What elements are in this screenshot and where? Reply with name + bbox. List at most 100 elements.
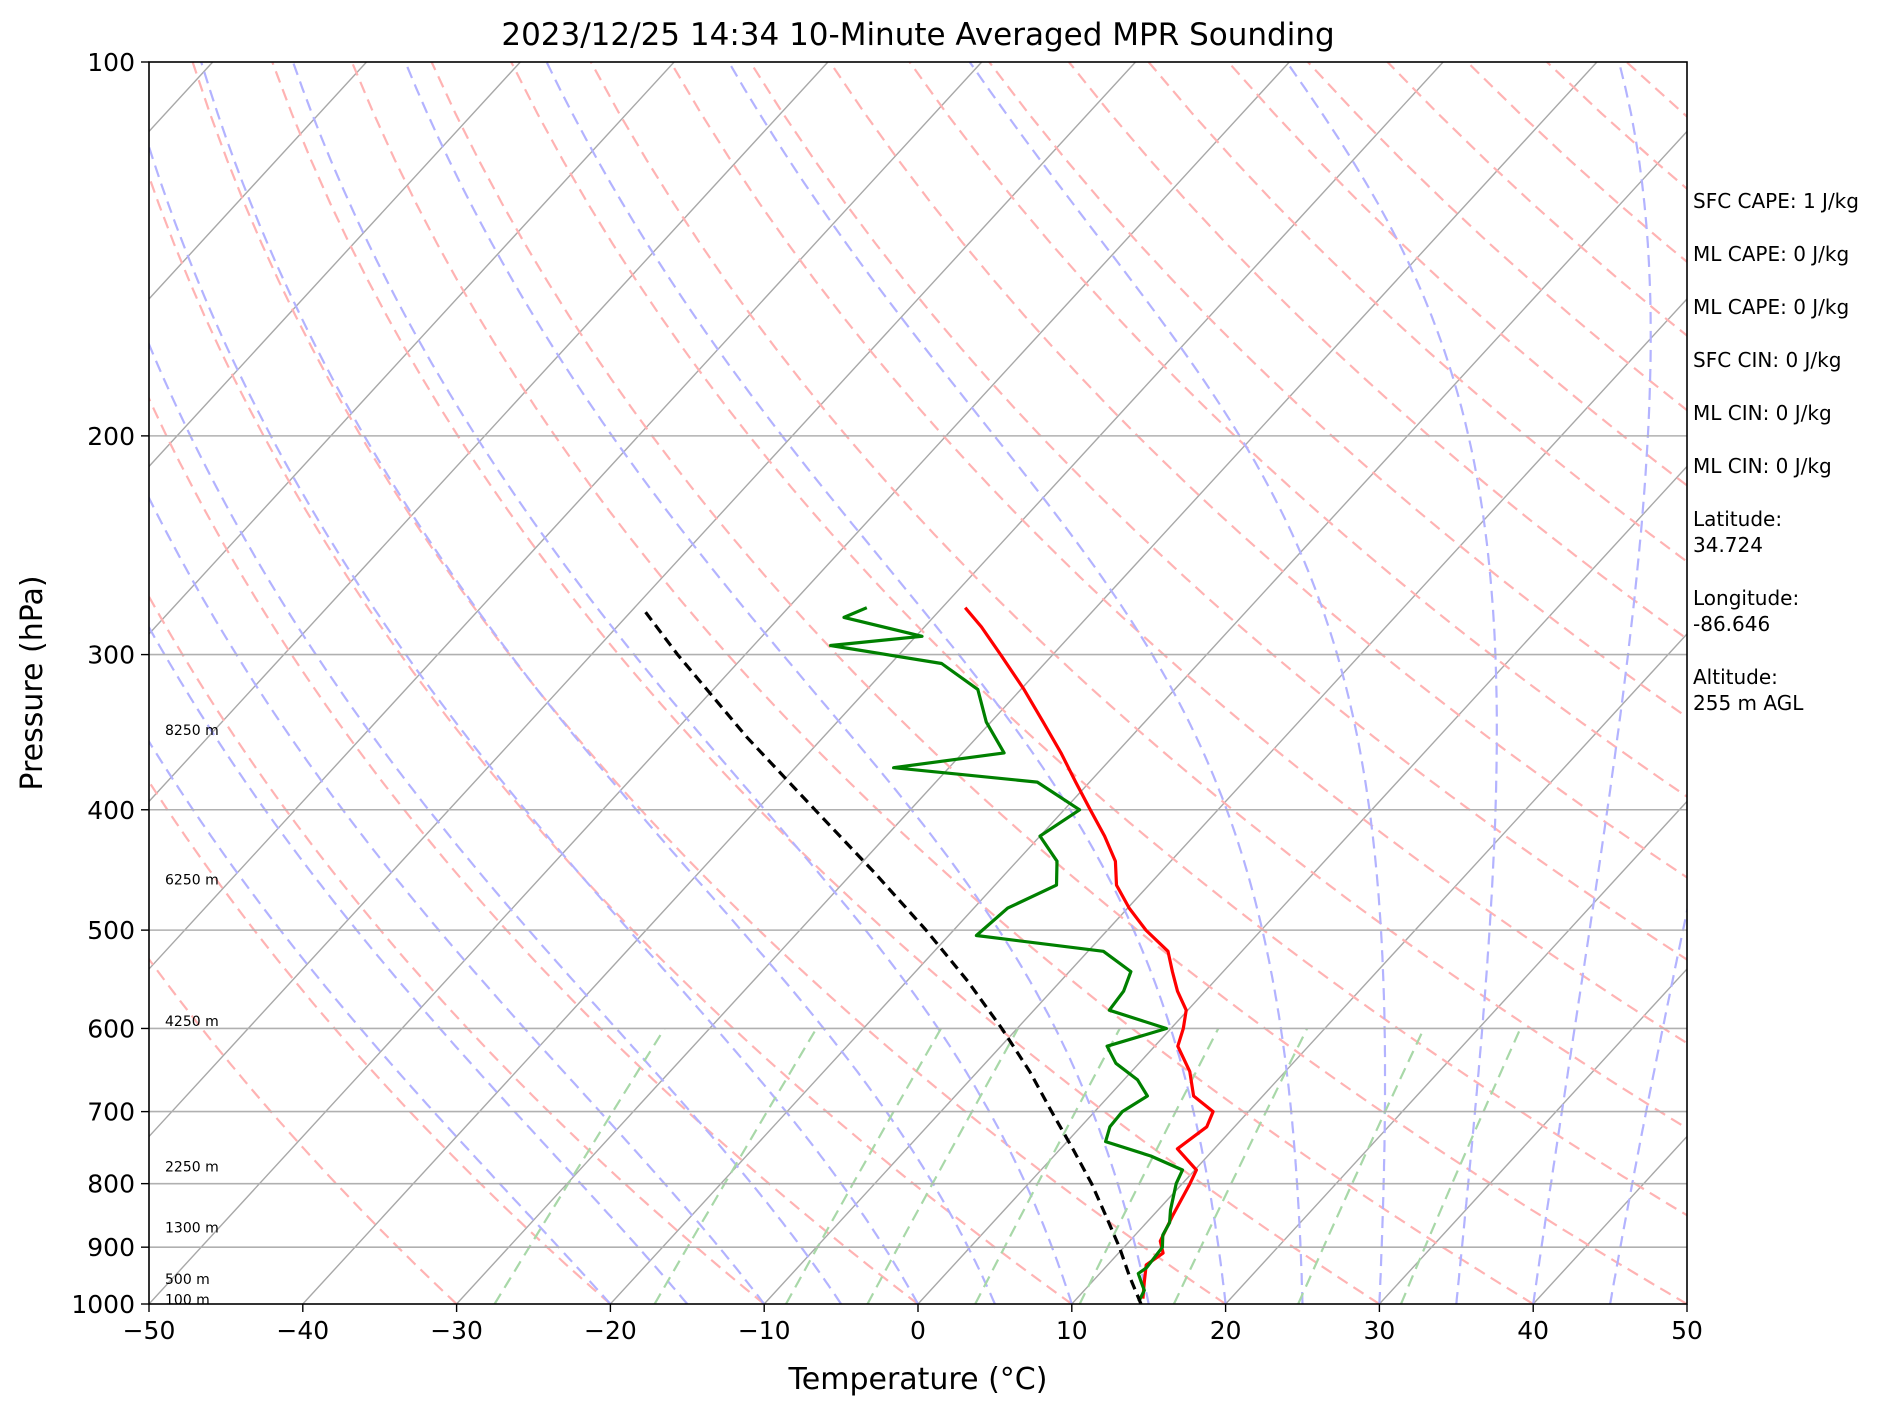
x-tick-label: 0 xyxy=(910,1316,926,1345)
sfc-cape-text: SFC CAPE: 1 J/kg xyxy=(1693,189,1859,213)
moist-adiabat-line xyxy=(404,62,1150,1304)
chart-title: 2023/12/25 14:34 10-Minute Averaged MPR … xyxy=(501,17,1334,53)
y-tick-label: 200 xyxy=(87,422,135,451)
dry-adiabat-line xyxy=(1068,62,1687,641)
isotherm-line xyxy=(917,465,1687,1304)
dry-adiabat-line xyxy=(749,62,1687,961)
mixing-ratio-line xyxy=(974,1027,1121,1304)
temperature-line xyxy=(963,606,1215,1299)
height-label: 2250 m xyxy=(165,1160,219,1176)
mixing-ratio-line xyxy=(1399,1028,1522,1304)
height-labels: 100 m 500 m 1300 m 2250 m 4250 m 6250 m 8250 m xyxy=(165,723,219,1309)
mixing-ratio-line xyxy=(1297,1028,1425,1304)
y-tick-label: 1000 xyxy=(71,1290,135,1319)
height-label: 100 m xyxy=(165,1293,210,1309)
x-tick-label: 50 xyxy=(1671,1316,1703,1345)
y-tick-label: 900 xyxy=(87,1233,135,1262)
height-label: 1300 m xyxy=(165,1221,219,1237)
background-lines xyxy=(149,62,1687,1304)
parcel-line xyxy=(640,606,1143,1304)
x-tick-label: 30 xyxy=(1363,1316,1395,1345)
y-tick-label: 300 xyxy=(87,641,135,670)
y-tick-label: 500 xyxy=(87,916,135,945)
moist-adiabat-line xyxy=(149,739,612,1304)
y-tick-label: 100 xyxy=(87,48,135,77)
height-label: 8250 m xyxy=(165,723,219,739)
moist-adiabat-line xyxy=(968,62,1387,1304)
isotherm-line xyxy=(1071,632,1687,1304)
y-tick-label: 600 xyxy=(87,1014,135,1043)
dry-adiabat-line xyxy=(908,62,1687,798)
moist-adiabat-line xyxy=(291,62,1073,1304)
x-tick-label: 40 xyxy=(1517,1316,1549,1345)
dry-adiabat-line xyxy=(149,957,458,1304)
moist-adiabat-line xyxy=(149,143,919,1304)
altitude-text: Altitude: 255 m AGL xyxy=(1693,665,1804,715)
isotherm-line xyxy=(302,62,1444,1304)
latitude-text: Latitude: 34.724 xyxy=(1693,507,1783,557)
x-tick-label: −50 xyxy=(123,1316,176,1345)
x-axis-ticks: −50 −40 −30 −20 −10 0 10 20 30 40 50 xyxy=(123,1304,1703,1345)
x-tick-label: −40 xyxy=(276,1316,329,1345)
x-tick-label: −10 xyxy=(738,1316,791,1345)
isotherm-line xyxy=(149,62,983,971)
dry-adiabat-line xyxy=(149,173,1073,1304)
ml-cin-text: ML CIN: 0 J/kg xyxy=(1693,401,1832,425)
longitude-text: Longitude: -86.646 xyxy=(1693,586,1800,636)
dry-adiabat-line xyxy=(191,62,1227,1304)
y-tick-label: 800 xyxy=(87,1170,135,1199)
isotherm-line xyxy=(456,62,1598,1304)
ml-cape-text-2: ML CAPE: 0 J/kg xyxy=(1693,295,1850,319)
ml-cape-text: ML CAPE: 0 J/kg xyxy=(1693,242,1850,266)
isotherm-line xyxy=(149,62,829,803)
moist-adiabat-line xyxy=(200,62,996,1304)
y-axis-ticks: 100 200 300 400 500 600 700 800 900 1000 xyxy=(71,48,149,1319)
sfc-cin-text: SFC CIN: 0 J/kg xyxy=(1693,348,1842,372)
dry-adiabat-line xyxy=(1147,62,1687,563)
isotherm-line xyxy=(1225,800,1687,1304)
x-tick-label: 10 xyxy=(1056,1316,1088,1345)
moist-adiabat-line xyxy=(1532,62,1652,1304)
moist-adiabat-line xyxy=(1609,905,1687,1304)
height-label: 6250 m xyxy=(165,872,219,888)
x-axis-label: Temperature (°C) xyxy=(788,1362,1048,1397)
dry-adiabat-line xyxy=(510,62,1687,1217)
dry-adiabat-line xyxy=(149,395,919,1304)
plot-frame xyxy=(148,61,1688,1305)
isotherm-line xyxy=(609,130,1687,1304)
x-tick-label: −30 xyxy=(430,1316,483,1345)
isotherm-line xyxy=(149,62,368,300)
y-axis-label: Pressure (hPa) xyxy=(15,575,50,790)
series-layer xyxy=(640,606,1215,1304)
isotherm-line xyxy=(763,297,1687,1304)
x-tick-label: −20 xyxy=(584,1316,637,1345)
dry-adiabat-line xyxy=(430,62,1687,1304)
mixing-ratio-line xyxy=(653,1027,818,1304)
isotherm-line xyxy=(149,62,521,468)
moist-adiabat-line xyxy=(727,62,1304,1304)
isotherm-line xyxy=(149,62,1137,1138)
y-tick-label: 400 xyxy=(87,796,135,825)
y-tick-label: 700 xyxy=(87,1098,135,1127)
x-tick-label: 20 xyxy=(1210,1316,1242,1345)
dry-adiabat-line xyxy=(149,594,765,1304)
moist-adiabat-line xyxy=(149,495,766,1304)
isotherm-line xyxy=(1378,967,1687,1304)
moist-adiabat-line xyxy=(149,625,689,1304)
stats-panel: SFC CAPE: 1 J/kg ML CAPE: 0 J/kg ML CAPE… xyxy=(1693,188,1883,743)
dry-adiabat-line xyxy=(828,62,1687,879)
height-label: 500 m xyxy=(165,1272,210,1288)
moist-adiabat-line xyxy=(545,62,1227,1304)
mixing-ratio-line xyxy=(493,1027,666,1304)
dewpoint-line xyxy=(828,606,1185,1303)
ml-cin-text-2: ML CIN: 0 J/kg xyxy=(1693,454,1832,478)
isotherm-line xyxy=(149,62,675,635)
moist-adiabat-line xyxy=(1285,62,1498,1304)
pressure-gridlines xyxy=(149,435,1687,1248)
dry-adiabat-line xyxy=(271,62,1380,1304)
moist-adiabat-line xyxy=(149,341,843,1304)
height-label: 4250 m xyxy=(165,1014,219,1030)
dry-adiabat-line xyxy=(350,62,1534,1304)
isotherm-line xyxy=(149,62,1290,1304)
